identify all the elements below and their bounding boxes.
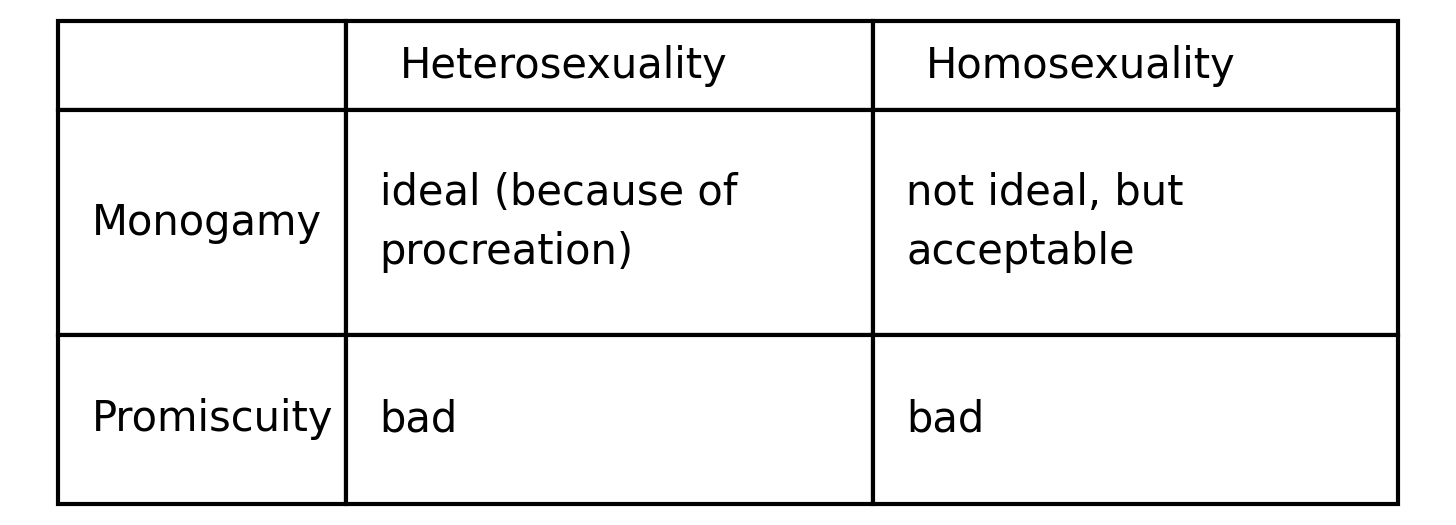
Bar: [872, 335, 1398, 504]
Bar: [347, 335, 872, 504]
Bar: [58, 21, 347, 110]
Bar: [347, 21, 872, 110]
Bar: [347, 110, 872, 335]
Bar: [872, 110, 1398, 335]
Text: ideal (because of
procreation): ideal (because of procreation): [380, 172, 737, 273]
Text: Promiscuity: Promiscuity: [92, 398, 333, 440]
Bar: [58, 335, 347, 504]
Bar: [872, 21, 1398, 110]
Text: not ideal, but
acceptable: not ideal, but acceptable: [906, 172, 1184, 273]
Bar: [58, 110, 347, 335]
Text: Heterosexuality: Heterosexuality: [400, 45, 728, 87]
Text: bad: bad: [380, 398, 459, 440]
Text: Monogamy: Monogamy: [92, 202, 322, 244]
Text: Homosexuality: Homosexuality: [926, 45, 1236, 87]
Text: bad: bad: [906, 398, 984, 440]
